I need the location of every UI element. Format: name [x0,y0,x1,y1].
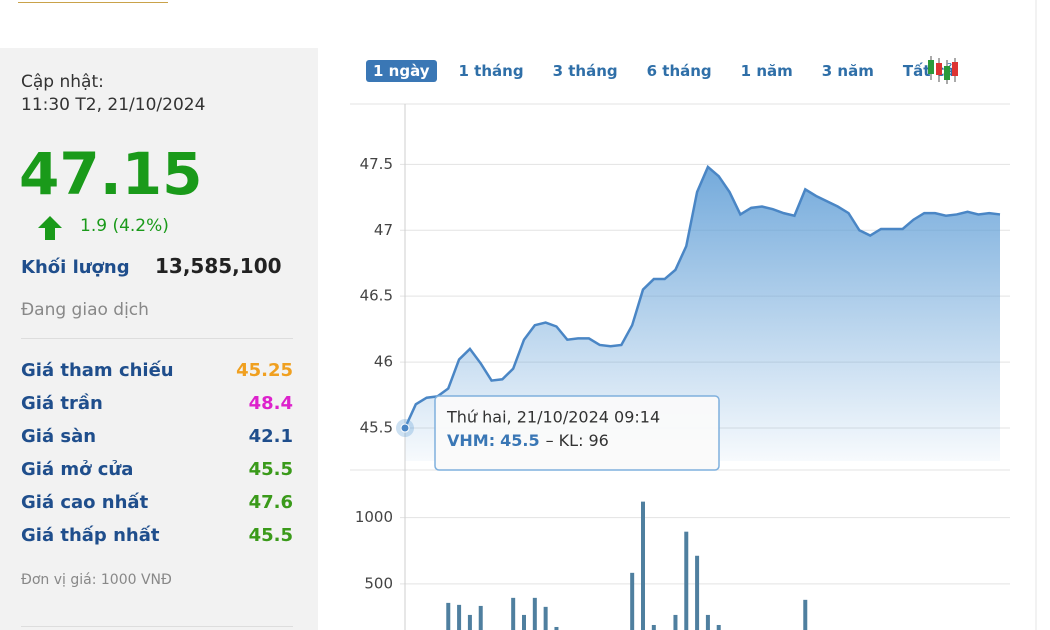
range-tab[interactable]: 3 tháng [552,62,618,80]
row-value: 45.5 [248,459,293,480]
volume: 13,585,100 [155,254,282,278]
y-tick-label: 1000 [355,508,393,526]
status: Đang giao dịch [21,300,149,320]
separator [21,626,293,627]
y-tick-label: 46.5 [360,287,393,305]
y-tick-label: 45.5 [360,419,393,437]
range-tab[interactable]: 1 tháng [458,62,524,80]
tooltip-volume-label: – KL: [546,431,584,450]
tooltip-date: Thứ hai, 21/10/2024 09:14 [446,408,660,427]
tooltip-values: VHM: 45.5 – KL: 96 [447,431,609,450]
volume-label: Khối lượng [21,257,130,278]
price-area [405,166,1000,461]
row-label: Giá mở cửa [21,459,134,480]
row-label: Giá cao nhất [21,492,149,513]
candle-icon [928,56,958,84]
y-tick-label: 47 [374,221,393,239]
volume-bar [716,624,721,630]
tooltip-box [434,395,720,471]
up-arrow [38,216,62,240]
range-tab[interactable]: 1 ngày [366,60,437,82]
range-tab[interactable]: 1 năm [740,62,793,80]
range-tab[interactable]: 6 tháng [646,62,712,80]
volume-bar [511,597,516,630]
row-value: 42.1 [248,426,293,447]
volume-bar [543,606,548,630]
volume-bar [467,614,472,630]
tooltip: Thứ hai, 21/10/2024 09:14 VHM: 45.5 – KL: 96 [434,395,720,471]
tooltip-volume: 96 [588,431,608,450]
tooltip-price: 45.5 [500,431,539,450]
y-tick-label: 47.5 [360,155,393,173]
volume-bar [457,604,462,630]
row-value: 47.6 [248,492,293,513]
price: 47.15 [19,140,203,208]
volume-bar [641,501,645,630]
volume-bar [673,614,678,630]
volume-bar [478,605,483,630]
range-tabs: 1 ngày 1 tháng 3 tháng 6 tháng 1 năm 3 năm Tất… [366,60,962,82]
y-tick-label: 500 [364,574,393,592]
range-tab[interactable]: 3 năm [821,62,874,80]
row-value: 45.25 [236,360,293,381]
unit-note: Đơn vị giá: 1000 VNĐ [21,572,172,588]
tooltip-symbol: VHM: [447,431,495,450]
update-time: 11:30 T2, 21/10/2024 [21,95,206,115]
row-label: Giá trần [21,393,103,414]
volume-bar [532,597,537,630]
sidebar: Cập nhật: 11:30 T2, 21/10/2024 47.15 1.9… [0,48,318,630]
volume-bar [695,555,700,630]
separator [21,338,293,339]
hover-point [400,423,410,433]
y-tick-label: 46 [374,353,393,371]
row-label: Giá thấp nhất [21,525,160,546]
row-value: 45.5 [248,525,293,546]
update-label: Cập nhật: [21,72,104,92]
volume-bar [803,599,808,630]
row-value: 48.4 [248,393,293,414]
row-label: Giá tham chiếu [21,360,174,381]
row-label: Giá sàn [21,426,97,447]
change: 1.9 (4.2%) [80,216,169,236]
logo-line [18,2,168,3]
volume-bar [684,531,689,630]
volume-bar [522,614,526,630]
volume-bar [554,626,559,630]
volume-bar [705,614,710,630]
price-line [403,164,1001,429]
volume-bar [446,602,451,630]
volume-bar [630,572,635,630]
volume-bar [651,624,656,630]
